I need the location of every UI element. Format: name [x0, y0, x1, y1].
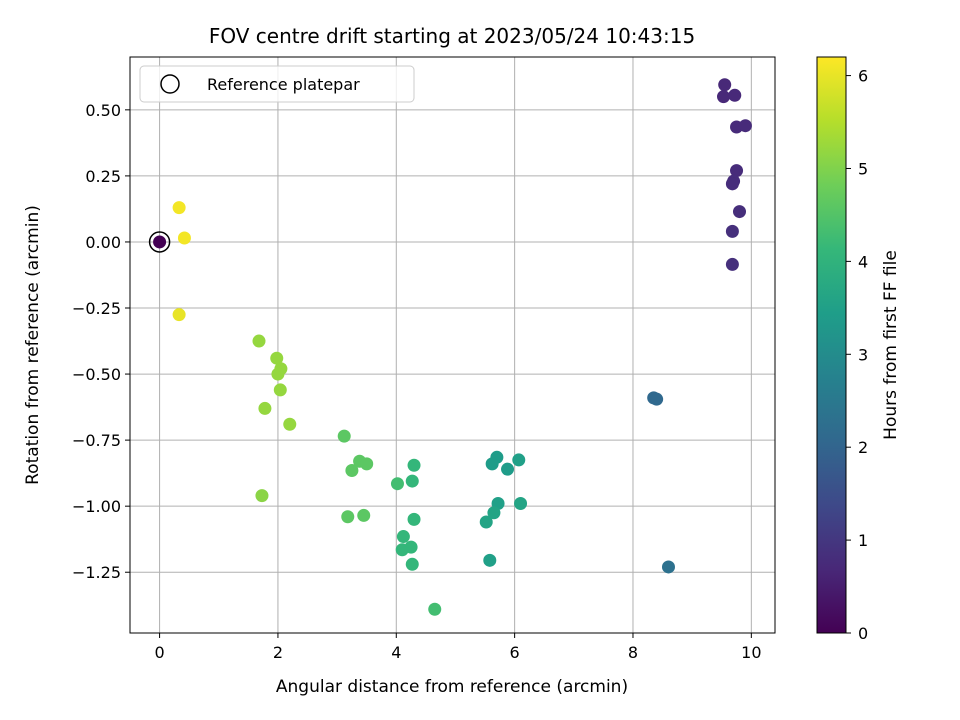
data-point [405, 474, 419, 488]
colorbar-tick-label: 6 [858, 67, 868, 86]
legend-marker-icon [160, 74, 180, 94]
colorbar-tick-label: 0 [858, 624, 868, 643]
data-point [661, 560, 675, 574]
x-tick-label: 0 [154, 643, 164, 662]
reference-platepar-marker [148, 231, 171, 253]
x-axis-label: Angular distance from reference (arcmin) [276, 677, 628, 697]
x-tick-label: 6 [510, 643, 520, 662]
y-tick-label: −0.75 [72, 431, 121, 450]
data-point [512, 453, 526, 467]
x-tick-label: 10 [741, 643, 761, 662]
data-point [404, 540, 418, 554]
data-point [341, 510, 355, 524]
data-point [273, 383, 287, 397]
data-point [728, 88, 742, 102]
y-tick-label: 0.00 [85, 233, 121, 252]
data-point [255, 489, 269, 503]
data-point [725, 257, 739, 271]
data-point [514, 497, 528, 511]
data-point [153, 235, 167, 249]
data-point [479, 515, 493, 529]
legend: Reference platepar [139, 65, 415, 103]
colorbar-ticks: 0 1 2 3 4 5 6 [846, 67, 868, 643]
chart-title: FOV centre drift starting at 2023/05/24 … [209, 24, 695, 48]
data-point [270, 351, 284, 365]
colorbar-tick-label: 2 [858, 438, 868, 457]
data-point [258, 401, 272, 415]
y-axis-label: Rotation from reference (arcmin) [23, 205, 43, 485]
plot-background [130, 57, 775, 633]
y-tick-label: −0.50 [72, 365, 121, 384]
x-tick-label: 8 [628, 643, 638, 662]
data-point [357, 508, 371, 522]
y-tick-label: 0.25 [85, 167, 121, 186]
data-point [271, 367, 285, 381]
data-point [730, 164, 744, 178]
x-tick-label: 2 [273, 643, 283, 662]
data-point [172, 201, 186, 215]
colorbar-tick-label: 1 [858, 531, 868, 550]
data-point [718, 78, 732, 92]
plot-frame [129, 56, 776, 634]
data-point [732, 205, 746, 219]
colorbar-label: Hours from first FF file [881, 250, 901, 440]
colorbar-tick-label: 4 [858, 252, 868, 271]
data-point [738, 119, 752, 133]
y-tick-label: −1.00 [72, 497, 121, 516]
colorbar: 0 1 2 3 4 5 6 Hours from first FF file [816, 56, 901, 643]
data-point [405, 557, 419, 571]
legend-box [139, 65, 415, 103]
data-point [177, 231, 191, 245]
data-point [487, 506, 501, 520]
colorbar-tick-label: 3 [858, 345, 868, 364]
data-point [396, 530, 410, 544]
data-point [485, 457, 499, 471]
data-point [407, 458, 421, 472]
data-point [337, 429, 351, 443]
data-point [407, 512, 421, 526]
data-point [360, 457, 374, 471]
colorbar-gradient [816, 56, 847, 634]
x-tick-label: 4 [391, 643, 401, 662]
y-tick-label: −1.25 [72, 563, 121, 582]
data-point [428, 602, 442, 616]
data-point [172, 308, 186, 322]
data-point [725, 224, 739, 238]
colorbar-tick-label: 5 [858, 159, 868, 178]
reference-marker-layer [148, 231, 171, 253]
data-point [650, 392, 664, 406]
data-point [501, 462, 515, 476]
y-axis: 0.50 0.25 0.00 −0.25 −0.50 −0.75 −1.00 −1.25 [72, 101, 130, 582]
data-point [725, 177, 739, 191]
data-point [345, 464, 359, 478]
data-points [153, 78, 752, 616]
data-point [717, 90, 731, 104]
plot-area [129, 56, 776, 634]
y-tick-label: −0.25 [72, 299, 121, 318]
y-tick-label: 0.50 [85, 101, 121, 120]
legend-label: Reference platepar [207, 75, 360, 94]
data-point [252, 334, 266, 348]
data-point [283, 417, 297, 431]
data-point [390, 477, 404, 491]
data-point [483, 553, 497, 567]
x-axis: 0 2 4 6 8 10 [154, 633, 762, 662]
